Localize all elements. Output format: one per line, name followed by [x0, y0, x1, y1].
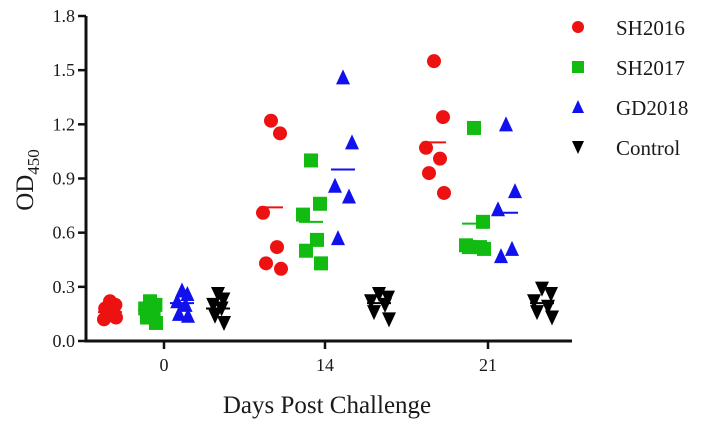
- y-tick-label: 1.5: [53, 60, 76, 80]
- series-gd2018: [170, 69, 522, 323]
- legend-label: SH2017: [616, 56, 685, 80]
- data-point: [467, 120, 481, 135]
- data-point: [97, 312, 111, 327]
- series-sh2016: [97, 54, 451, 327]
- y-tick-label: 0.3: [53, 277, 76, 297]
- data-point: [419, 140, 433, 155]
- data-point: [544, 287, 558, 303]
- plot-area: [97, 54, 559, 331]
- data-point: [310, 232, 324, 247]
- x-tick-label: 0: [160, 355, 169, 375]
- data-point: [437, 185, 451, 200]
- y-tick-label: 1.2: [53, 114, 76, 134]
- triangle-up-marker-icon: [572, 100, 584, 113]
- square-marker-icon: [572, 61, 584, 73]
- data-point: [433, 151, 447, 166]
- data-point: [494, 248, 508, 264]
- legend-item-sh2017: SH2017: [572, 56, 685, 80]
- data-point: [178, 296, 193, 312]
- y-tick-label: 0.6: [53, 223, 76, 243]
- x-axis-title: Days Post Challenge: [223, 392, 431, 419]
- data-point: [274, 261, 288, 276]
- data-point: [505, 240, 519, 256]
- data-point: [296, 207, 310, 222]
- data-point: [180, 286, 195, 302]
- series-sh2017: [138, 120, 491, 330]
- legend-item-sh2016: SH2016: [572, 16, 685, 40]
- data-point: [345, 134, 359, 150]
- x-tick-label: 14: [316, 355, 334, 375]
- data-point: [273, 126, 287, 141]
- circle-marker-icon: [572, 21, 584, 33]
- triangle-down-marker-icon: [572, 141, 584, 154]
- data-point: [476, 214, 490, 229]
- data-point: [527, 294, 541, 310]
- data-point: [382, 312, 396, 328]
- data-point: [331, 230, 345, 246]
- data-point: [491, 201, 505, 217]
- data-point: [462, 240, 476, 255]
- legend-label: SH2016: [616, 16, 685, 40]
- data-point: [216, 292, 231, 308]
- data-point: [364, 294, 378, 310]
- data-point: [367, 305, 381, 321]
- x-axis: 0 14 21: [84, 339, 572, 375]
- data-point: [508, 183, 522, 199]
- legend-label: GD2018: [616, 96, 688, 120]
- data-point: [181, 307, 195, 323]
- data-point: [208, 308, 222, 324]
- data-point: [264, 113, 278, 128]
- legend: SH2016 SH2017 GD2018 Control: [572, 16, 688, 160]
- data-point: [427, 54, 441, 69]
- data-point: [149, 315, 163, 330]
- data-point: [545, 310, 559, 326]
- data-point: [304, 153, 318, 168]
- data-point: [313, 196, 327, 211]
- data-point: [109, 310, 123, 325]
- data-point: [170, 293, 185, 309]
- data-point: [256, 205, 270, 220]
- data-point: [259, 256, 273, 271]
- y-axis-title: OD450: [12, 149, 43, 211]
- x-tick-label: 21: [479, 355, 497, 375]
- data-point: [270, 240, 284, 255]
- data-point: [477, 241, 491, 256]
- data-point: [422, 166, 436, 181]
- data-point: [314, 256, 328, 271]
- data-point: [530, 305, 544, 321]
- data-point: [342, 188, 356, 204]
- data-point: [436, 110, 450, 125]
- y-tick-label: 0.9: [53, 169, 76, 189]
- data-point: [535, 281, 549, 297]
- data-point: [299, 243, 313, 258]
- y-tick-label: 0.0: [53, 331, 76, 351]
- data-point: [336, 69, 350, 85]
- legend-label: Control: [616, 136, 680, 160]
- data-point: [172, 305, 186, 321]
- y-axis: 0.0 0.3 0.6 0.9 1.2 1.5 1.8: [53, 6, 88, 351]
- data-point: [217, 315, 231, 331]
- data-point: [378, 297, 392, 313]
- data-point: [328, 177, 342, 193]
- y-tick-label: 1.8: [53, 6, 76, 26]
- data-point: [499, 116, 513, 132]
- series-control: [206, 281, 559, 331]
- legend-item-control: Control: [572, 136, 680, 160]
- legend-item-gd2018: GD2018: [572, 96, 688, 120]
